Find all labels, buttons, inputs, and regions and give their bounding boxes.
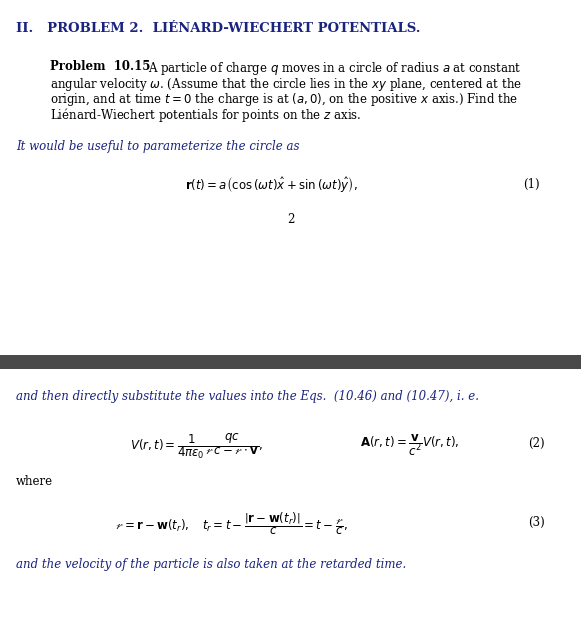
- Text: Problem  10.15: Problem 10.15: [50, 60, 150, 73]
- Text: A particle of charge $q$ moves in a circle of radius $a$ at constant: A particle of charge $q$ moves in a circ…: [148, 60, 522, 77]
- Text: $\mathbf{r}(t) = a\left(\cos\left(\omega t\right)\hat{x} + \sin\left(\omega t\ri: $\mathbf{r}(t) = a\left(\cos\left(\omega…: [185, 175, 358, 194]
- Text: It would be useful to parameterize the circle as: It would be useful to parameterize the c…: [16, 140, 299, 153]
- Text: 2: 2: [288, 213, 295, 226]
- Text: and the velocity of the particle is also taken at the retarded time.: and the velocity of the particle is also…: [16, 558, 406, 571]
- Text: where: where: [16, 475, 53, 488]
- Text: $\mathscr{r} = \mathbf{r} - \mathbf{w}\left(t_r\right),\quad t_r = t - \dfrac{\l: $\mathscr{r} = \mathbf{r} - \mathbf{w}\l…: [115, 510, 348, 537]
- Text: and then directly substitute the values into the Eqs.  (10.46) and (10.47), i. e: and then directly substitute the values …: [16, 390, 479, 403]
- Bar: [0, 355, 581, 369]
- Text: II.   PROBLEM 2.  LIÉNARD-WIECHERT POTENTIALS.: II. PROBLEM 2. LIÉNARD-WIECHERT POTENTIA…: [16, 22, 421, 35]
- Text: angular velocity $\omega$. (Assume that the circle lies in the $xy$ plane, cente: angular velocity $\omega$. (Assume that …: [50, 76, 522, 93]
- Text: (1): (1): [523, 178, 540, 191]
- Text: $V\left(r,t\right) = \dfrac{1}{4\pi\varepsilon_0}\dfrac{qc}{\mathscr{r}\,c - \ma: $V\left(r,t\right) = \dfrac{1}{4\pi\vare…: [130, 432, 264, 461]
- Text: (3): (3): [528, 516, 545, 529]
- Text: origin, and at time $t = 0$ the charge is at $(a, 0)$, on the positive $x$ axis.: origin, and at time $t = 0$ the charge i…: [50, 91, 518, 108]
- Text: $\mathbf{A}\left(r,t\right) = \dfrac{\mathbf{v}}{c^2}V\left(r,t\right),$: $\mathbf{A}\left(r,t\right) = \dfrac{\ma…: [360, 432, 460, 458]
- Text: Liénard-Wiechert potentials for points on the $z$ axis.: Liénard-Wiechert potentials for points o…: [50, 106, 361, 124]
- Text: (2): (2): [528, 437, 545, 450]
